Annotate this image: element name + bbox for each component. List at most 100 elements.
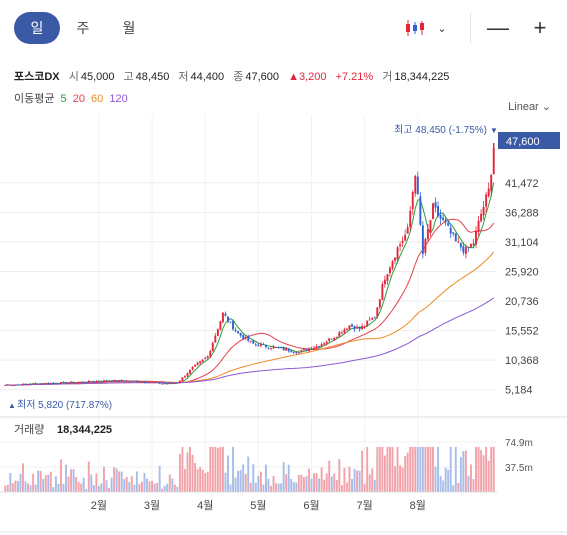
candle-body — [285, 348, 288, 351]
candle-body — [252, 340, 255, 344]
volume-bar — [285, 474, 288, 492]
price-tick-label: 31,104 — [505, 237, 539, 249]
volume-bar — [87, 461, 90, 492]
candle-body — [343, 329, 346, 333]
max-marker-icon: ▼ — [490, 126, 498, 135]
candle-body — [34, 383, 37, 385]
candle-body — [125, 380, 128, 382]
candle-body — [378, 299, 381, 308]
time-axis: 2월 3월 4월 5월 6월 7월 8월 — [91, 499, 426, 512]
candle-body — [128, 380, 131, 382]
volume-bar — [290, 479, 293, 492]
ma-20[interactable]: 20 — [72, 93, 85, 105]
candle-body — [70, 381, 73, 383]
zoom-out-icon[interactable]: — — [487, 15, 509, 40]
chevron-down-icon[interactable]: ⌄ — [437, 22, 447, 35]
price-tick-label: 5,184 — [505, 385, 533, 397]
volume-bar — [462, 451, 465, 492]
ma-5[interactable]: 5 — [60, 93, 67, 105]
volume-bar — [305, 476, 308, 492]
tab-month[interactable]: 월 — [122, 20, 136, 36]
volume-bar — [432, 446, 434, 492]
volume-bar — [92, 485, 95, 492]
volume-bar — [475, 446, 477, 492]
candle-body — [277, 347, 280, 349]
candle-body — [416, 176, 419, 195]
volume-bar — [277, 483, 280, 492]
volume-bar — [153, 483, 156, 492]
candle-body — [249, 340, 252, 342]
candle-body — [239, 333, 242, 336]
candle-body — [140, 381, 143, 383]
candle-body — [295, 352, 298, 354]
candlestick-icon[interactable] — [402, 12, 428, 44]
change-value: 3,200 — [298, 71, 327, 83]
min-annotation: 최저 5,820 (717.87%) — [17, 399, 112, 411]
candle-body — [65, 381, 67, 384]
volume-bar — [90, 474, 93, 492]
volume-bar — [146, 478, 148, 492]
time-tick-label: 8월 — [410, 499, 426, 512]
candle-body — [173, 383, 176, 384]
zoom-in-icon[interactable]: + — [533, 15, 547, 40]
candle-body — [371, 318, 374, 320]
volume-bar — [42, 478, 45, 492]
candle-body — [275, 347, 278, 348]
volume-bar — [95, 473, 98, 492]
candle-body — [310, 348, 313, 350]
candle-body — [244, 336, 247, 339]
chart-grid — [0, 115, 497, 492]
volume-bar — [140, 481, 143, 492]
candle-body — [204, 358, 207, 360]
volume-bar — [356, 470, 359, 492]
candle-body — [302, 349, 305, 351]
volume-bar — [394, 466, 396, 492]
candle-body — [59, 382, 62, 384]
volume-bar — [19, 473, 22, 492]
candle-body — [414, 175, 417, 194]
candle-body — [290, 350, 293, 353]
candle-body — [24, 383, 27, 385]
candle-body — [424, 238, 427, 253]
volume-bar — [267, 478, 270, 492]
tab-week[interactable]: 주 — [76, 20, 90, 36]
price-chart[interactable]: 5,184 10,368 15,552 20,736 25,920 31,104 36,28… — [0, 115, 567, 535]
candle-body — [472, 243, 475, 245]
tab-day[interactable]: 일 — [14, 12, 60, 44]
candle-body — [391, 261, 394, 269]
volume-bar — [54, 476, 57, 492]
candle-body — [401, 240, 404, 244]
candle-body — [120, 379, 123, 382]
scale-mode-dropdown[interactable]: Linear ⌄ — [508, 101, 551, 113]
volume-bar — [449, 446, 452, 492]
candle-body — [16, 384, 19, 386]
ma-120[interactable]: 120 — [109, 93, 128, 105]
candle-body — [201, 359, 204, 362]
volume-bar — [295, 482, 298, 492]
volume-bar — [404, 456, 407, 492]
candle-body — [4, 385, 7, 386]
volume-bar — [237, 470, 240, 492]
volume-bar — [330, 476, 333, 492]
volume-bar — [340, 485, 343, 492]
candle-body — [181, 377, 184, 381]
candle-body — [363, 325, 366, 327]
candle-body — [272, 346, 275, 349]
candle-body — [153, 382, 156, 384]
volume-bar — [302, 477, 305, 492]
change-percent: +7.21% — [335, 71, 374, 83]
time-tick-label: 5월 — [250, 499, 266, 512]
volume-bar — [414, 446, 417, 492]
current-price-badge — [498, 132, 560, 149]
candle-body — [72, 381, 75, 384]
volume-bar — [115, 468, 118, 492]
volume-bar — [485, 446, 488, 492]
candle-body — [232, 320, 235, 330]
candle-body — [323, 343, 326, 345]
volume-bar — [439, 475, 442, 492]
volume-bar — [282, 462, 285, 492]
candle-body — [442, 217, 445, 220]
candle-body — [47, 382, 50, 384]
candle-body — [335, 336, 338, 338]
ma-60[interactable]: 60 — [91, 93, 104, 105]
